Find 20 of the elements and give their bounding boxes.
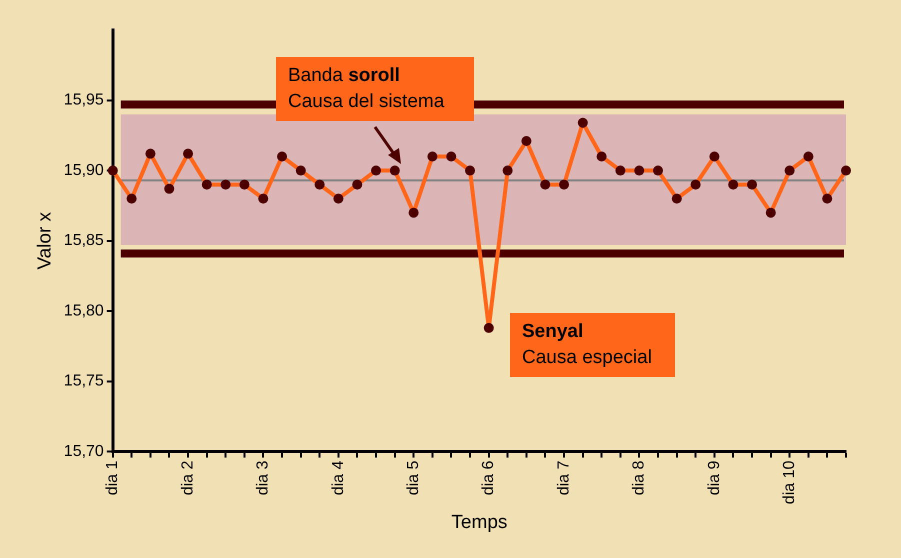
annotation: Senyal Causa especial: [522, 321, 653, 370]
annotation: Banda soroll Causa del sistema: [288, 65, 446, 114]
y-tick-label: 15,75: [64, 372, 104, 390]
x-tick-label: dia 7: [555, 460, 572, 496]
x-tick-label: dia 5: [405, 460, 422, 496]
x-tick-label: dia 1: [104, 460, 122, 496]
x-tick-label: dia 4: [330, 460, 347, 496]
x-tick-label: dia 2: [179, 460, 196, 496]
x-tick-label: dia 3: [254, 460, 272, 496]
y-tick-label: 15,90: [64, 162, 104, 179]
x-tick-label: dia 8: [630, 460, 648, 496]
y-tick-label: 15,80: [64, 302, 104, 320]
y-tick-label: 15,70: [64, 443, 104, 460]
y-tick-label: 15,85: [64, 232, 104, 250]
x-tick-label: dia 6: [480, 460, 498, 496]
y-tick-label: 15,95: [64, 92, 104, 109]
x-tick-label: dia 9: [706, 460, 723, 496]
x-tick-label: dia 10: [781, 460, 798, 504]
x-axis-title: Temps: [451, 512, 508, 533]
y-axis-title: Valor x: [34, 211, 56, 270]
